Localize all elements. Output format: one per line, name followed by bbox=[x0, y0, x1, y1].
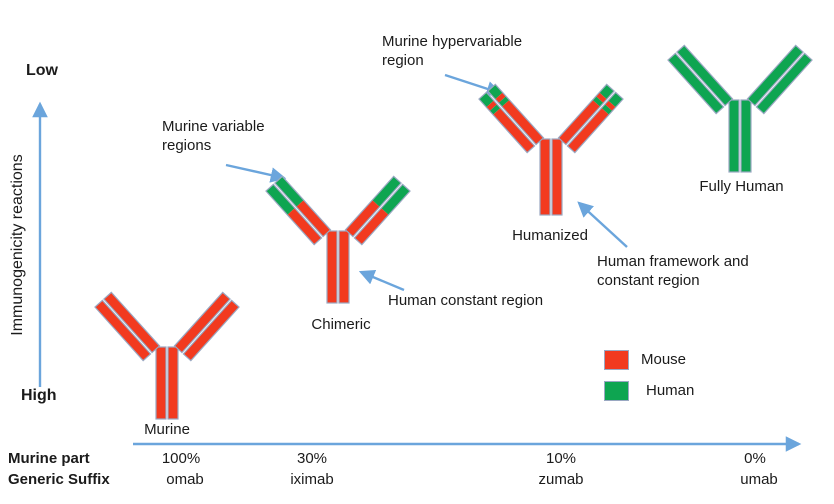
label-chimeric: Chimeric bbox=[311, 316, 371, 333]
suffix-umab: umab bbox=[740, 471, 778, 488]
murine-antibody bbox=[94, 291, 240, 420]
chimeric-left-arm bbox=[265, 175, 332, 246]
murine-part-10: 10% bbox=[545, 450, 577, 467]
y-axis-bottom-label: High bbox=[21, 387, 57, 404]
annotation-human-constant: Human constant region bbox=[388, 292, 544, 309]
chimeric-right-arm bbox=[344, 175, 411, 246]
annotation-murine-hypervariable: Murine hypervariable region bbox=[382, 33, 523, 69]
suffix-zumab: zumab bbox=[538, 471, 584, 488]
murine-part-100: 100% bbox=[161, 450, 201, 467]
murine-left-arm bbox=[94, 291, 161, 362]
annotation-murine-variable: Murine variable regions bbox=[162, 118, 265, 154]
chimeric-antibody bbox=[265, 175, 411, 304]
legend-human-label: Human bbox=[646, 382, 695, 399]
y-axis-title: Immunogenicity reactions bbox=[9, 154, 26, 336]
suffix-iximab: iximab bbox=[290, 471, 334, 488]
murine-variable-arrow bbox=[225, 163, 287, 183]
suffix-omab: omab bbox=[166, 471, 204, 488]
legend-mouse-swatch bbox=[604, 350, 629, 370]
label-fully-human: Fully Human bbox=[699, 178, 784, 195]
annotation-human-framework: Human framework and constant region bbox=[597, 253, 749, 289]
humanized-antibody bbox=[478, 83, 624, 216]
murine-part-0: 0% bbox=[744, 450, 766, 467]
fully-human-right-arm bbox=[746, 44, 813, 115]
legend-human-swatch bbox=[604, 381, 629, 401]
humanized-right-arm bbox=[557, 83, 624, 154]
y-axis-top-label: Low bbox=[26, 62, 58, 79]
fully-human-antibody bbox=[667, 44, 813, 173]
human-constant-arrow bbox=[358, 269, 405, 292]
legend-mouse-label: Mouse bbox=[641, 351, 687, 368]
label-murine: Murine bbox=[144, 421, 190, 438]
row-label-generic-suffix: Generic Suffix bbox=[8, 471, 110, 488]
label-humanized: Humanized bbox=[512, 227, 588, 244]
humanized-left-arm bbox=[478, 83, 545, 154]
row-label-murine-part: Murine part bbox=[8, 450, 90, 467]
murine-part-30: 30% bbox=[296, 450, 328, 467]
human-framework-arrow bbox=[577, 201, 628, 248]
fully-human-left-arm bbox=[667, 44, 734, 115]
murine-right-arm bbox=[173, 291, 240, 362]
